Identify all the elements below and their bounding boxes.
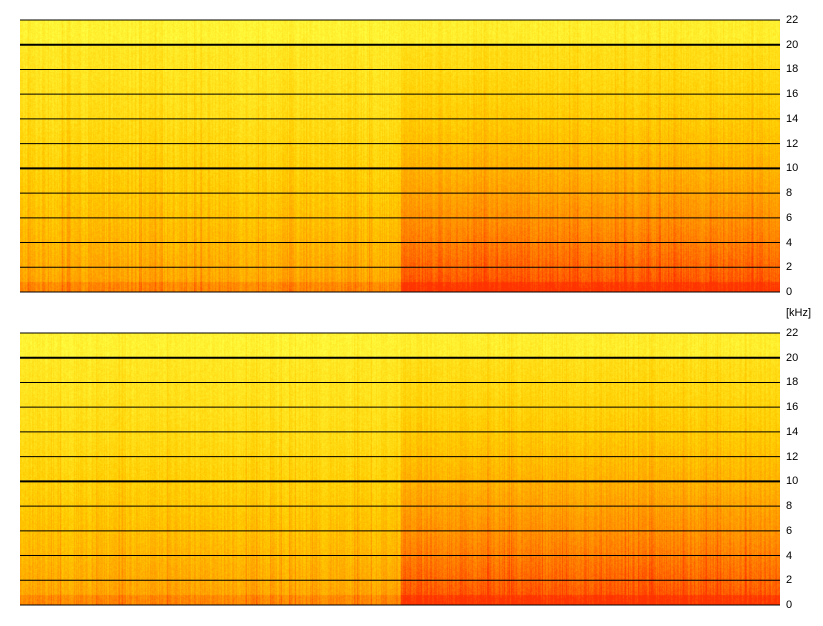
spectrogram-heatmap-bottom — [20, 333, 780, 605]
y-tick-label: 22 — [786, 327, 799, 339]
spectrogram-panel-top — [20, 19, 780, 293]
spectrogram-grid-bottom — [20, 332, 780, 606]
y-tick-label: 12 — [786, 450, 799, 463]
y-tick-label: 4 — [786, 549, 793, 562]
y-tick-label: 0 — [786, 599, 793, 611]
y-tick-label: 2 — [786, 574, 793, 587]
y-tick-label: 12 — [786, 137, 799, 150]
y-tick-label: 10 — [786, 475, 799, 488]
y-tick-label: 20 — [786, 351, 799, 364]
spectrogram-grid-top — [20, 19, 780, 293]
y-axis-unit-label: [kHz] — [786, 307, 812, 319]
spectrogram-heatmap-top — [20, 20, 780, 292]
spectrogram-panel-bottom — [20, 332, 780, 606]
y-tick-label: 14 — [786, 112, 799, 125]
y-tick-label: 2 — [786, 261, 793, 274]
y-tick-label: 16 — [786, 401, 799, 414]
y-tick-label: 14 — [786, 425, 799, 438]
y-tick-label: 10 — [786, 162, 799, 175]
y-tick-label: 0 — [786, 286, 793, 298]
y-tick-label: 8 — [786, 187, 793, 200]
y-tick-label: 20 — [786, 38, 799, 51]
y-tick-label: 16 — [786, 88, 799, 101]
y-tick-label: 18 — [786, 63, 799, 76]
y-tick-label: 22 — [786, 14, 799, 26]
y-tick-label: 18 — [786, 376, 799, 389]
y-tick-label: 8 — [786, 500, 793, 513]
y-tick-label: 6 — [786, 524, 793, 537]
y-tick-label: 4 — [786, 236, 793, 249]
y-tick-label: 6 — [786, 211, 793, 224]
